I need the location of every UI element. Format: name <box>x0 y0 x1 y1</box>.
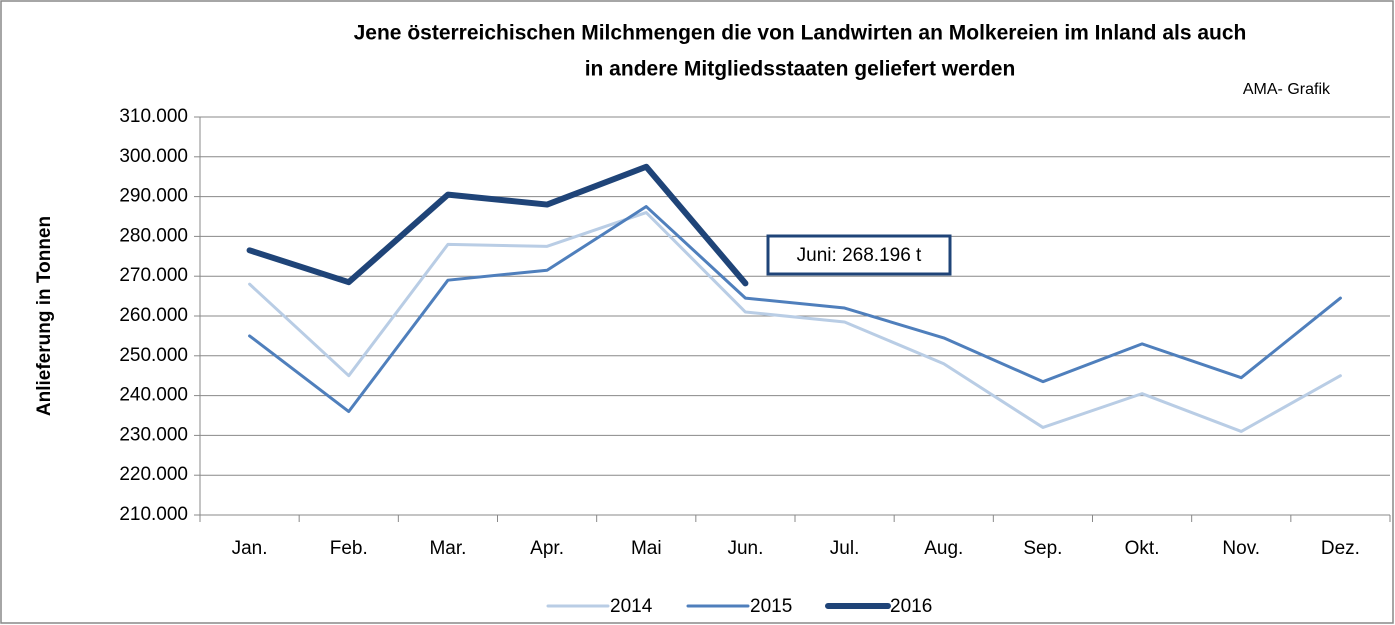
source-label: AMA- Grafik <box>1243 81 1331 98</box>
series-line <box>246 163 749 287</box>
series-line <box>248 205 1342 414</box>
annotation-box <box>766 234 952 276</box>
y-tick-label: 240.000 <box>119 385 188 406</box>
y-axis-title: Anlieferung in Tonnen <box>34 216 55 416</box>
chart-title: in andere Mitgliedsstaaten geliefert wer… <box>585 58 1016 81</box>
x-tick-label: Sep. <box>1023 538 1062 559</box>
y-tick-label: 210.000 <box>119 504 188 525</box>
legend-label: 2014 <box>610 596 653 617</box>
series-line <box>248 211 1342 433</box>
y-tick-label: 290.000 <box>119 186 188 207</box>
y-tick-label: 220.000 <box>119 464 188 485</box>
y-tick-label: 230.000 <box>119 424 188 445</box>
x-tick-label: Mar. <box>429 538 466 559</box>
y-tick-label: 250.000 <box>119 345 188 366</box>
x-tick-label: Dez. <box>1321 538 1360 559</box>
x-tick-label: Apr. <box>530 538 564 559</box>
legend-label: 2015 <box>750 596 792 617</box>
y-tick-label: 270.000 <box>119 265 188 286</box>
x-tick-label: Jul. <box>830 538 860 559</box>
legend-label: 2016 <box>890 596 932 617</box>
x-tick-label: Jun. <box>727 538 763 559</box>
x-tick-label: Jan. <box>232 538 268 559</box>
x-tick-label: Aug. <box>924 538 963 559</box>
x-tick-label: Nov. <box>1222 538 1260 559</box>
y-tick-label: 260.000 <box>119 305 188 326</box>
x-tick-label: Mai <box>631 538 662 559</box>
chart-title: Jene österreichischen Milchmengen die vo… <box>354 22 1247 45</box>
y-tick-label: 310.000 <box>119 106 188 127</box>
x-tick-label: Okt. <box>1125 538 1160 559</box>
y-tick-label: 280.000 <box>119 225 188 246</box>
annotation: Juni: 268.196 t <box>797 245 922 266</box>
x-tick-label: Feb. <box>330 538 368 559</box>
y-tick-label: 300.000 <box>119 146 188 167</box>
